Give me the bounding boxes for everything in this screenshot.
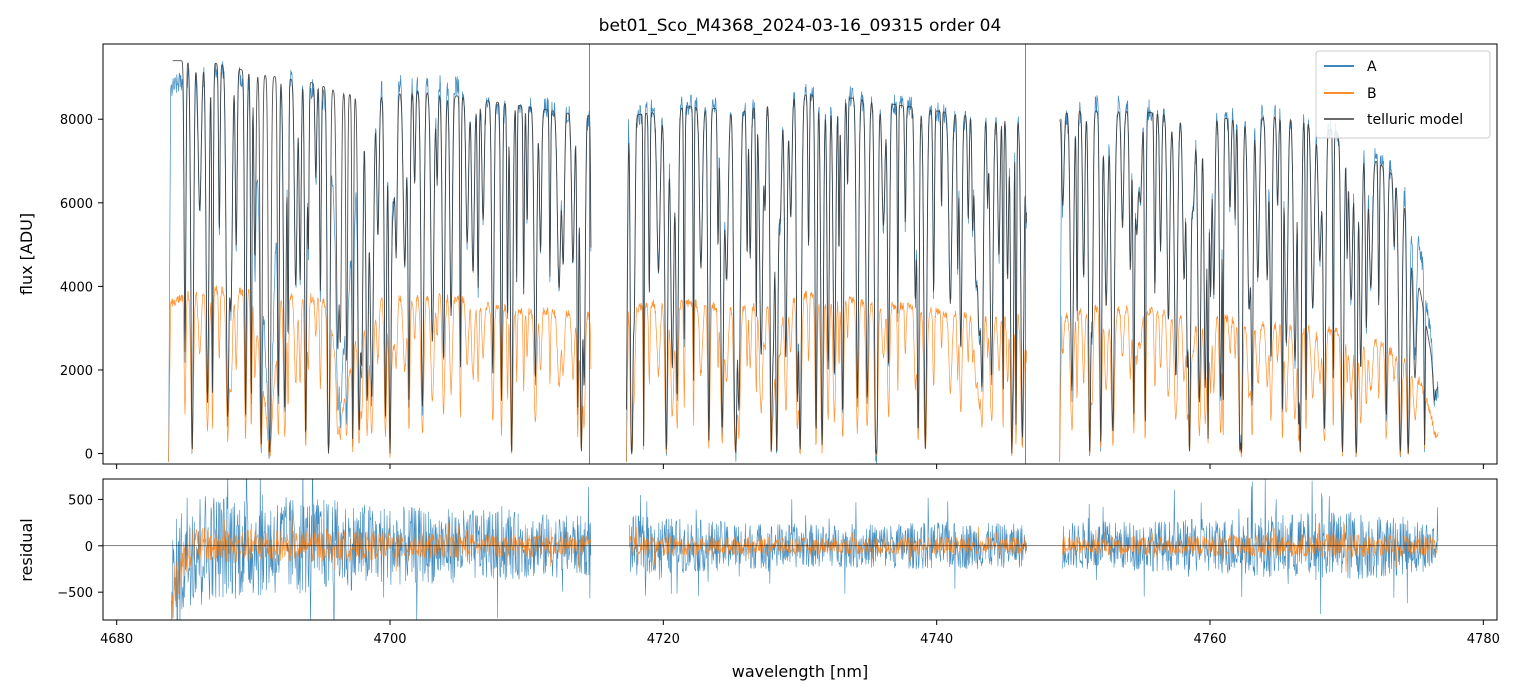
flux-axes-frame <box>102 43 1498 465</box>
x-tick-label: 4780 <box>1467 632 1500 647</box>
flux-panel: 0 2000 4000 6000 8000 flux [ADU] <box>17 43 1498 469</box>
x-tick-label: 4720 <box>647 632 680 647</box>
flux-series-telluric-segment-2 <box>625 94 1028 455</box>
flux-series-b-segment-2 <box>626 290 1027 462</box>
residual-y-tick-label: 0 <box>85 540 93 555</box>
residual-axes-frame <box>102 478 1498 621</box>
residual-series-a-segment-2 <box>628 494 1027 597</box>
residual-series-a-segment-3 <box>1062 479 1439 615</box>
residual-y-tick-label: 500 <box>68 493 93 508</box>
residual-y-label: residual <box>17 518 36 581</box>
residual-panel: −500 0 500 4680 4700 4720 4740 4760 4780 residu… <box>17 478 1500 681</box>
flux-y-tick-label: 8000 <box>60 113 93 128</box>
legend-label-telluric: telluric model <box>1367 112 1463 128</box>
x-tick-label: 4740 <box>920 632 953 647</box>
flux-y-tick-label: 0 <box>85 448 93 463</box>
legend-frame <box>1315 50 1491 139</box>
flux-series-telluric-segment-1 <box>172 60 592 454</box>
legend-label-b: B <box>1367 86 1377 102</box>
flux-y-tick-label: 6000 <box>60 197 93 212</box>
chart-title: bet01_Sco_M4368_2024-03-16_09315 order 0… <box>599 16 1002 36</box>
x-tick-label: 4680 <box>100 632 133 647</box>
legend: A B telluric model <box>1315 50 1491 139</box>
x-tick-label: 4700 <box>373 632 406 647</box>
residual-series-b-segment-2 <box>628 526 1027 566</box>
flux-series-b-segment-1 <box>168 285 592 462</box>
flux-series-b-segment-3 <box>1059 304 1439 462</box>
flux-series-telluric-segment-3 <box>1059 110 1439 454</box>
flux-y-tick-label: 4000 <box>60 280 93 295</box>
flux-y-tick-label: 2000 <box>60 364 93 379</box>
residual-series-b-segment-1 <box>171 511 592 620</box>
residual-y-tick-label: −500 <box>57 586 93 601</box>
x-axis-label: wavelength [nm] <box>732 662 869 681</box>
flux-y-label: flux [ADU] <box>17 213 36 295</box>
x-tick-label: 4760 <box>1193 632 1226 647</box>
legend-label-a: A <box>1367 59 1377 75</box>
